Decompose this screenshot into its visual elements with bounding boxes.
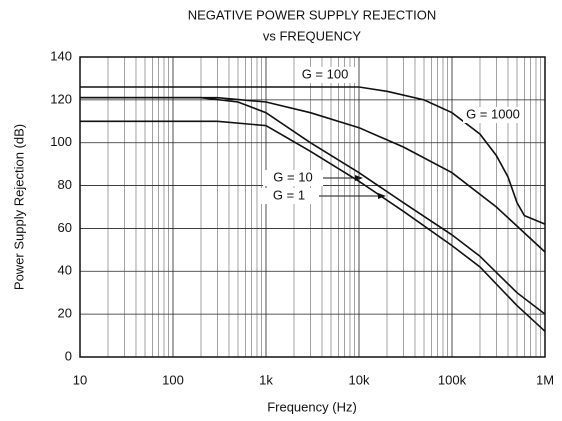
x-tick-label: 100k xyxy=(438,372,467,387)
label-background xyxy=(295,67,355,83)
line xyxy=(80,96,546,315)
y-tick-label: 20 xyxy=(58,306,72,321)
y-tick-label: 40 xyxy=(58,263,72,278)
plot-frame xyxy=(79,56,546,358)
y-tick-label: 80 xyxy=(58,177,72,192)
chart-subtitle: vs FREQUENCY xyxy=(263,28,362,43)
y-tick-label: 0 xyxy=(65,348,72,363)
series-label: G = 1 xyxy=(273,187,305,202)
line xyxy=(80,96,546,253)
y-tick-label: 140 xyxy=(50,48,72,63)
series-label: G = 100 xyxy=(302,66,349,81)
x-tick-label: 10 xyxy=(73,372,87,387)
line xyxy=(80,86,546,225)
x-tick-label: 100 xyxy=(162,372,184,387)
y-tick-label: 60 xyxy=(58,220,72,235)
series-label: G = 1000 xyxy=(466,106,520,121)
label-background xyxy=(463,107,523,123)
chart-title: NEGATIVE POWER SUPPLY REJECTION xyxy=(188,7,437,22)
y-axis-label: Power Supply Rejection (dB) xyxy=(11,124,26,290)
y-tick-label: 120 xyxy=(50,91,72,106)
line xyxy=(80,120,546,332)
series-label: G = 10 xyxy=(273,169,312,184)
x-axis-label: Frequency (Hz) xyxy=(267,399,357,414)
label-background xyxy=(263,170,323,186)
y-tick-label: 100 xyxy=(50,134,72,149)
x-tick-label: 10k xyxy=(349,372,370,387)
label-background xyxy=(259,188,319,204)
x-tick-label: 1M xyxy=(536,372,554,387)
x-tick-label: 1k xyxy=(259,372,273,387)
